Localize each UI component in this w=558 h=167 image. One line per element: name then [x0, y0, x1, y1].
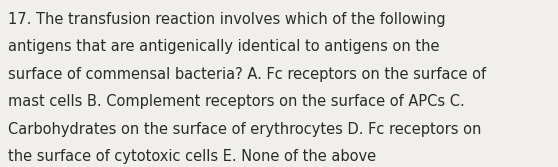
Text: 17. The transfusion reaction involves which of the following: 17. The transfusion reaction involves wh…	[8, 12, 446, 27]
Text: mast cells B. Complement receptors on the surface of APCs C.: mast cells B. Complement receptors on th…	[8, 94, 465, 109]
Text: Carbohydrates on the surface of erythrocytes D. Fc receptors on: Carbohydrates on the surface of erythroc…	[8, 122, 482, 137]
Text: antigens that are antigenically identical to antigens on the: antigens that are antigenically identica…	[8, 39, 440, 54]
Text: surface of commensal bacteria? A. Fc receptors on the surface of: surface of commensal bacteria? A. Fc rec…	[8, 67, 487, 82]
Text: the surface of cytotoxic cells E. None of the above: the surface of cytotoxic cells E. None o…	[8, 149, 377, 164]
